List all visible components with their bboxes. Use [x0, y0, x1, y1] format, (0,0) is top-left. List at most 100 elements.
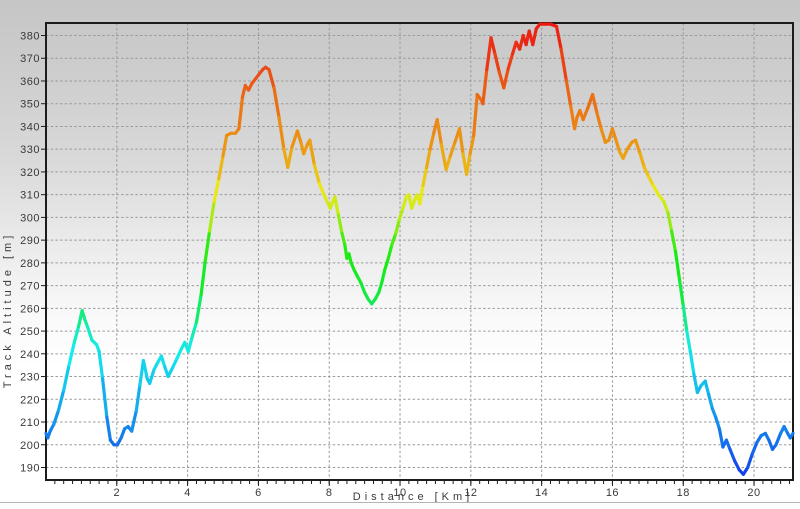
tick-label: 290	[20, 235, 40, 247]
elevation-line-segment	[56, 388, 66, 413]
elevation-line-segment	[359, 281, 367, 294]
elevation-line-segment	[390, 231, 398, 247]
elevation-line-segment	[217, 154, 225, 181]
elevation-line-segment	[85, 324, 94, 342]
tick-label: 20	[747, 487, 760, 499]
elevation-line-segment	[564, 79, 573, 108]
elevation-line-segment	[595, 111, 603, 131]
elevation-line-segment	[267, 68, 276, 90]
elevation-line-segment	[237, 95, 245, 131]
elevation-line-segment	[678, 279, 685, 308]
elevation-line-segment	[733, 459, 741, 472]
elevation-line-segment	[502, 68, 510, 90]
elevation-line-segment	[386, 243, 394, 260]
elevation-line-segment	[186, 336, 194, 354]
elevation-line-segment	[485, 36, 493, 72]
elevation-line-segment	[435, 118, 443, 147]
tick-label: 200	[20, 440, 40, 452]
elevation-line-segment	[724, 438, 732, 451]
elevation-line-segment	[717, 427, 725, 449]
elevation-line-segment	[489, 36, 497, 56]
elevation-line-segment	[666, 211, 674, 233]
elevation-line-segment	[610, 127, 618, 142]
elevation-line-segment	[448, 140, 457, 158]
elevation-line	[44, 22, 795, 476]
elevation-line-segment	[221, 133, 229, 158]
elevation-line-segment	[425, 147, 432, 169]
elevation-line-segment	[317, 181, 326, 197]
tick-label: 300	[20, 212, 40, 224]
elevation-line-segment	[166, 365, 175, 379]
tick-label: 12	[464, 487, 477, 499]
elevation-line-segment	[141, 359, 149, 381]
elevation-line-segment	[703, 379, 711, 397]
tick-label: 350	[20, 99, 40, 111]
elevation-line-segment	[685, 329, 692, 354]
elevation-line-segment	[212, 177, 221, 204]
elevation-line-segment	[670, 229, 678, 254]
elevation-line-segment	[531, 27, 538, 47]
elevation-line-segment	[428, 131, 436, 151]
elevation-line-segment	[336, 213, 344, 235]
y-axis-title: Track Altitude [m]	[2, 231, 14, 389]
elevation-line-segment	[199, 259, 207, 297]
elevation-line-segment	[295, 129, 303, 144]
tick-label: 18	[677, 487, 690, 499]
tick-label: 310	[20, 190, 40, 202]
elevation-line-segment	[286, 145, 294, 169]
elevation-line-segment	[692, 372, 699, 395]
elevation-line-segment	[468, 133, 476, 156]
elevation-line-segment	[642, 165, 651, 179]
elevation-line-segment	[418, 184, 425, 206]
elevation-line-segment	[333, 195, 340, 217]
elevation-line-segment	[421, 165, 429, 188]
elevation-line-segment	[633, 138, 642, 156]
tick-label: 14	[535, 487, 548, 499]
elevation-line-segment	[308, 138, 316, 167]
elevation-line-segment	[788, 431, 795, 440]
tick-label: 220	[20, 394, 40, 406]
elevation-line-segment	[72, 324, 81, 344]
elevation-line-segment	[774, 431, 783, 447]
tick-labels: 1902002102202302402502602702802903003103…	[20, 31, 760, 499]
elevation-line-segment	[105, 415, 112, 442]
elevation-line-segment	[171, 356, 179, 370]
elevation-line-segment	[340, 231, 347, 247]
elevation-line-segment	[673, 249, 682, 283]
tick-label: 260	[20, 303, 40, 315]
elevation-line-segment	[710, 406, 718, 420]
tick-label: 16	[606, 487, 619, 499]
tick-label: 370	[20, 53, 40, 65]
elevation-line-segment	[581, 106, 590, 122]
elevation-line-segment	[62, 363, 71, 392]
tick-label: 270	[20, 281, 40, 293]
tick-label: 250	[20, 326, 40, 338]
elevation-line-segment	[559, 47, 568, 83]
elevation-line-segment	[119, 427, 127, 440]
elevation-line-segment	[746, 452, 754, 470]
tick-label: 380	[20, 31, 40, 43]
tick-label: 6	[255, 487, 262, 499]
elevation-line-segment	[67, 340, 76, 367]
elevation-line-segment	[194, 293, 203, 324]
elevation-line-segment	[97, 349, 105, 381]
elevation-line-segment	[444, 154, 452, 172]
tick-label: 4	[184, 487, 191, 499]
tick-label: 2	[113, 487, 120, 499]
elevation-line-segment	[130, 409, 138, 433]
elevation-line-segment	[401, 195, 408, 210]
tick-label: 330	[20, 144, 40, 156]
tick-label: 240	[20, 349, 40, 361]
gridlines	[46, 23, 793, 480]
elevation-line-segment	[707, 393, 714, 410]
axis-ticks	[41, 35, 790, 486]
elevation-line-segment	[638, 152, 646, 169]
elevation-line-segment	[52, 409, 60, 426]
elevation-line-segment	[750, 440, 759, 456]
elevation-line-segment	[554, 24, 563, 51]
x-axis-title: Distance [Km]	[352, 491, 474, 503]
tick-label: 10	[393, 487, 406, 499]
tick-label: 8	[326, 487, 333, 499]
